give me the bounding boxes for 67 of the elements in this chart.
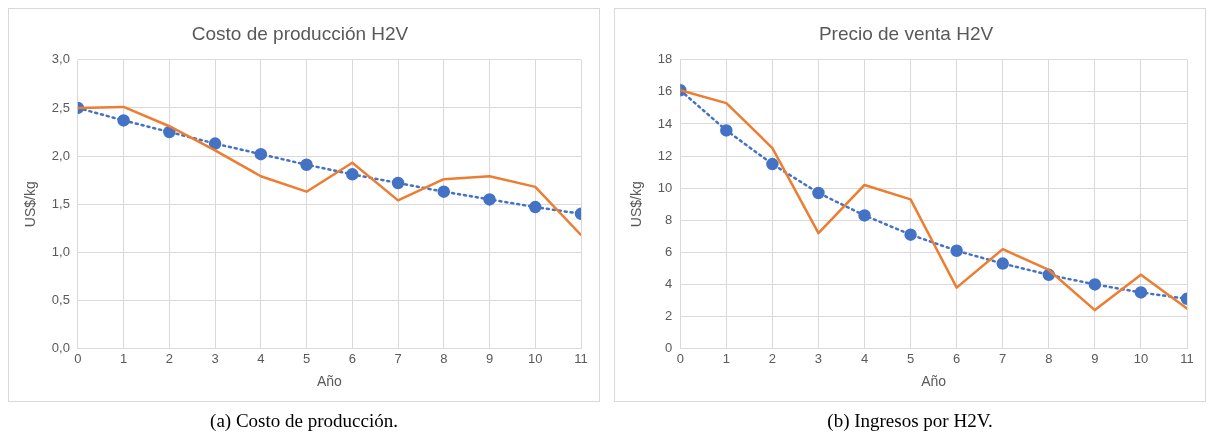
point: [858, 209, 871, 222]
point: [720, 124, 733, 137]
text: (b) Ingresos por H2V.: [827, 410, 993, 432]
x-tick-label: 6: [953, 350, 961, 366]
y-tick-label: 12: [657, 147, 673, 163]
text: (a) Costo de producción.: [210, 410, 398, 432]
point: [346, 168, 359, 181]
x-tick-label: 6: [348, 350, 356, 366]
x-tick-label: 2: [768, 350, 777, 366]
point: [117, 114, 130, 127]
point: [950, 244, 963, 257]
x-tick-label: 10: [528, 350, 543, 366]
y-tick-label: 8: [665, 211, 673, 227]
y-tick-label: 6: [665, 243, 673, 259]
x-axis-title: Año: [921, 373, 947, 390]
x-tick-label: 5: [906, 350, 915, 366]
y-tick-label: 0,0: [51, 340, 70, 356]
y-tick-label: 18: [657, 51, 673, 67]
x-tick-label: 2: [165, 350, 173, 366]
x-tick-label: 7: [394, 350, 402, 366]
point: [766, 157, 779, 171]
y-tick-label: 2,5: [51, 99, 70, 115]
x-tick-label: 3: [211, 350, 219, 366]
x-tick-label: 5: [302, 350, 311, 366]
point: [529, 200, 542, 214]
y-tick-label: 16: [657, 83, 673, 99]
point: [437, 185, 451, 198]
point: [996, 257, 1009, 270]
point: [483, 193, 496, 206]
x-tick-label: 9: [485, 350, 494, 366]
x-tick-label: 7: [999, 350, 1007, 366]
x-tick-label: 9: [1091, 350, 1099, 366]
y-tick-label: 0,5: [51, 292, 70, 308]
x-tick-label: 4: [860, 350, 869, 366]
point: [1088, 278, 1102, 291]
y-tick-label: 1,5: [51, 195, 70, 211]
x-tick-label: 3: [814, 350, 823, 366]
x-tick-label: 8: [440, 350, 448, 366]
x-tick-label: 1: [722, 350, 730, 366]
y-axis-title: US$/kg: [628, 181, 645, 228]
x-tick-label: 4: [257, 350, 265, 366]
point: [254, 147, 268, 161]
x-axis-title: Año: [316, 373, 343, 390]
y-tick-label: 10: [657, 179, 673, 195]
point: [904, 228, 917, 241]
point: [300, 158, 313, 171]
x-tick-label: 0: [74, 350, 82, 366]
point: [812, 186, 825, 200]
y-tick-label: 4: [665, 276, 673, 291]
y-axis-title: US$/kg: [22, 181, 39, 228]
x-tick-label: 11: [574, 350, 588, 366]
y-tick-label: 3,0: [51, 51, 70, 67]
point: [208, 137, 222, 150]
x-tick-label: 8: [1045, 350, 1053, 366]
x-tick-label: 0: [676, 350, 684, 366]
chart-title: Costo de producción H2V: [191, 22, 409, 44]
point: [1134, 286, 1148, 299]
y-tick-label: 14: [657, 115, 673, 131]
y-tick-label: 2,0: [51, 147, 70, 163]
x-tick-label: 10: [1133, 350, 1149, 366]
x-tick-label: 11: [1180, 350, 1194, 366]
y-tick-label: 1,0: [51, 243, 70, 259]
point: [391, 176, 405, 190]
y-tick-label: 0: [665, 340, 673, 356]
y-tick-label: 2: [665, 308, 673, 324]
x-tick-label: 1: [119, 350, 128, 366]
chart-title: Precio de venta H2V: [818, 22, 994, 44]
